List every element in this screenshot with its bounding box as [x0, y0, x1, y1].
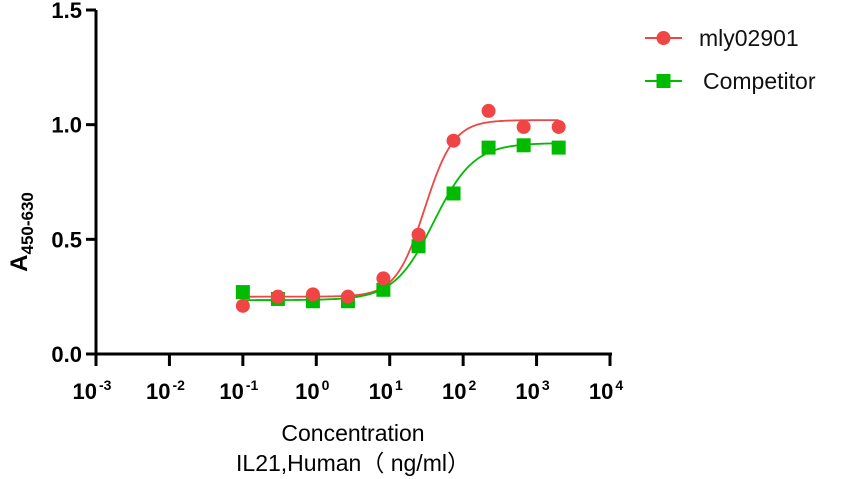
data-point-mly02901 — [340, 289, 355, 304]
x-tick-base: 10 — [146, 379, 170, 404]
x-tick-exponent: 0 — [322, 377, 330, 393]
data-point-mly02901 — [551, 119, 566, 134]
legend-item-mly02901: mly02901 — [645, 25, 799, 51]
x-axis-title-units: IL21,Human（ ng/ml） — [236, 450, 470, 476]
svg-text:A450-630: A450-630 — [6, 192, 37, 272]
y-axis-title-main: A — [6, 255, 33, 272]
data-point-competitor — [235, 285, 250, 300]
data-point-competitor — [446, 186, 461, 201]
x-tick-exponent: 4 — [615, 377, 623, 393]
x-tick-base: 10 — [219, 379, 243, 404]
data-point-competitor — [411, 239, 426, 254]
x-tick-base: 10 — [73, 379, 97, 404]
data-point-mly02901 — [446, 133, 461, 148]
x-tick-exponent: -1 — [246, 377, 259, 393]
x-tick-base: 10 — [369, 379, 393, 404]
data-point-mly02901 — [411, 227, 426, 242]
x-tick-label: 10 4 — [589, 377, 623, 404]
y-axis-title-subscript: 450-630 — [18, 192, 37, 254]
data-point-competitor — [551, 140, 566, 155]
x-tick-label: 10 0 — [295, 377, 329, 404]
data-point-mly02901 — [305, 287, 320, 302]
axes — [86, 10, 612, 356]
x-tick-exponent: -2 — [172, 377, 185, 393]
fit-curve-competitor — [242, 142, 559, 301]
fit-curves — [242, 119, 559, 301]
y-tick-label: 1.5 — [51, 0, 82, 23]
x-axis-title: Concentration — [281, 420, 424, 446]
x-tick-label: 10 -1 — [219, 377, 258, 404]
legend-item-competitor: Competitor — [645, 68, 816, 94]
x-tick-label: 10 2 — [442, 377, 476, 404]
x-tick-label: 10 1 — [369, 377, 403, 404]
data-point-mly02901 — [270, 289, 285, 304]
y-tick-label: 0.0 — [51, 342, 82, 367]
x-tick-label: 10 -2 — [146, 377, 185, 404]
y-ticks: 0.0 0.5 1.0 1.5 — [51, 0, 96, 367]
x-tick-exponent: -3 — [99, 377, 112, 393]
x-tick-exponent: 1 — [395, 377, 403, 393]
x-ticks: 10 -3 10 -2 10 -1 10 0 10 1 10 2 10 3 10 4 — [73, 354, 623, 404]
legend-label: mly02901 — [699, 25, 799, 51]
x-tick-exponent: 3 — [542, 377, 550, 393]
data-point-competitor — [481, 140, 496, 155]
legend-marker-square-icon — [656, 74, 671, 88]
data-point-mly02901 — [235, 298, 250, 313]
x-tick-base: 10 — [442, 379, 466, 404]
x-tick-label: 10 -3 — [73, 377, 112, 404]
data-point-mly02901 — [481, 103, 496, 118]
y-tick-label: 1.0 — [51, 113, 82, 138]
data-point-competitor — [516, 138, 531, 153]
x-tick-base: 10 — [589, 379, 613, 404]
y-axis-title: A450-630 — [6, 192, 37, 272]
legend-marker-circle-icon — [656, 31, 671, 45]
legend: mly02901 Competitor — [645, 25, 816, 94]
data-point-competitor — [376, 282, 391, 297]
x-tick-base: 10 — [515, 379, 539, 404]
fit-curve-mly02901 — [242, 119, 559, 298]
y-tick-label: 0.5 — [51, 227, 82, 252]
legend-label: Competitor — [703, 68, 816, 94]
x-tick-base: 10 — [295, 379, 319, 404]
x-tick-exponent: 2 — [468, 377, 476, 393]
data-point-mly02901 — [376, 271, 391, 286]
data-point-mly02901 — [516, 119, 531, 134]
data-points — [235, 103, 566, 313]
x-tick-label: 10 3 — [515, 377, 549, 404]
